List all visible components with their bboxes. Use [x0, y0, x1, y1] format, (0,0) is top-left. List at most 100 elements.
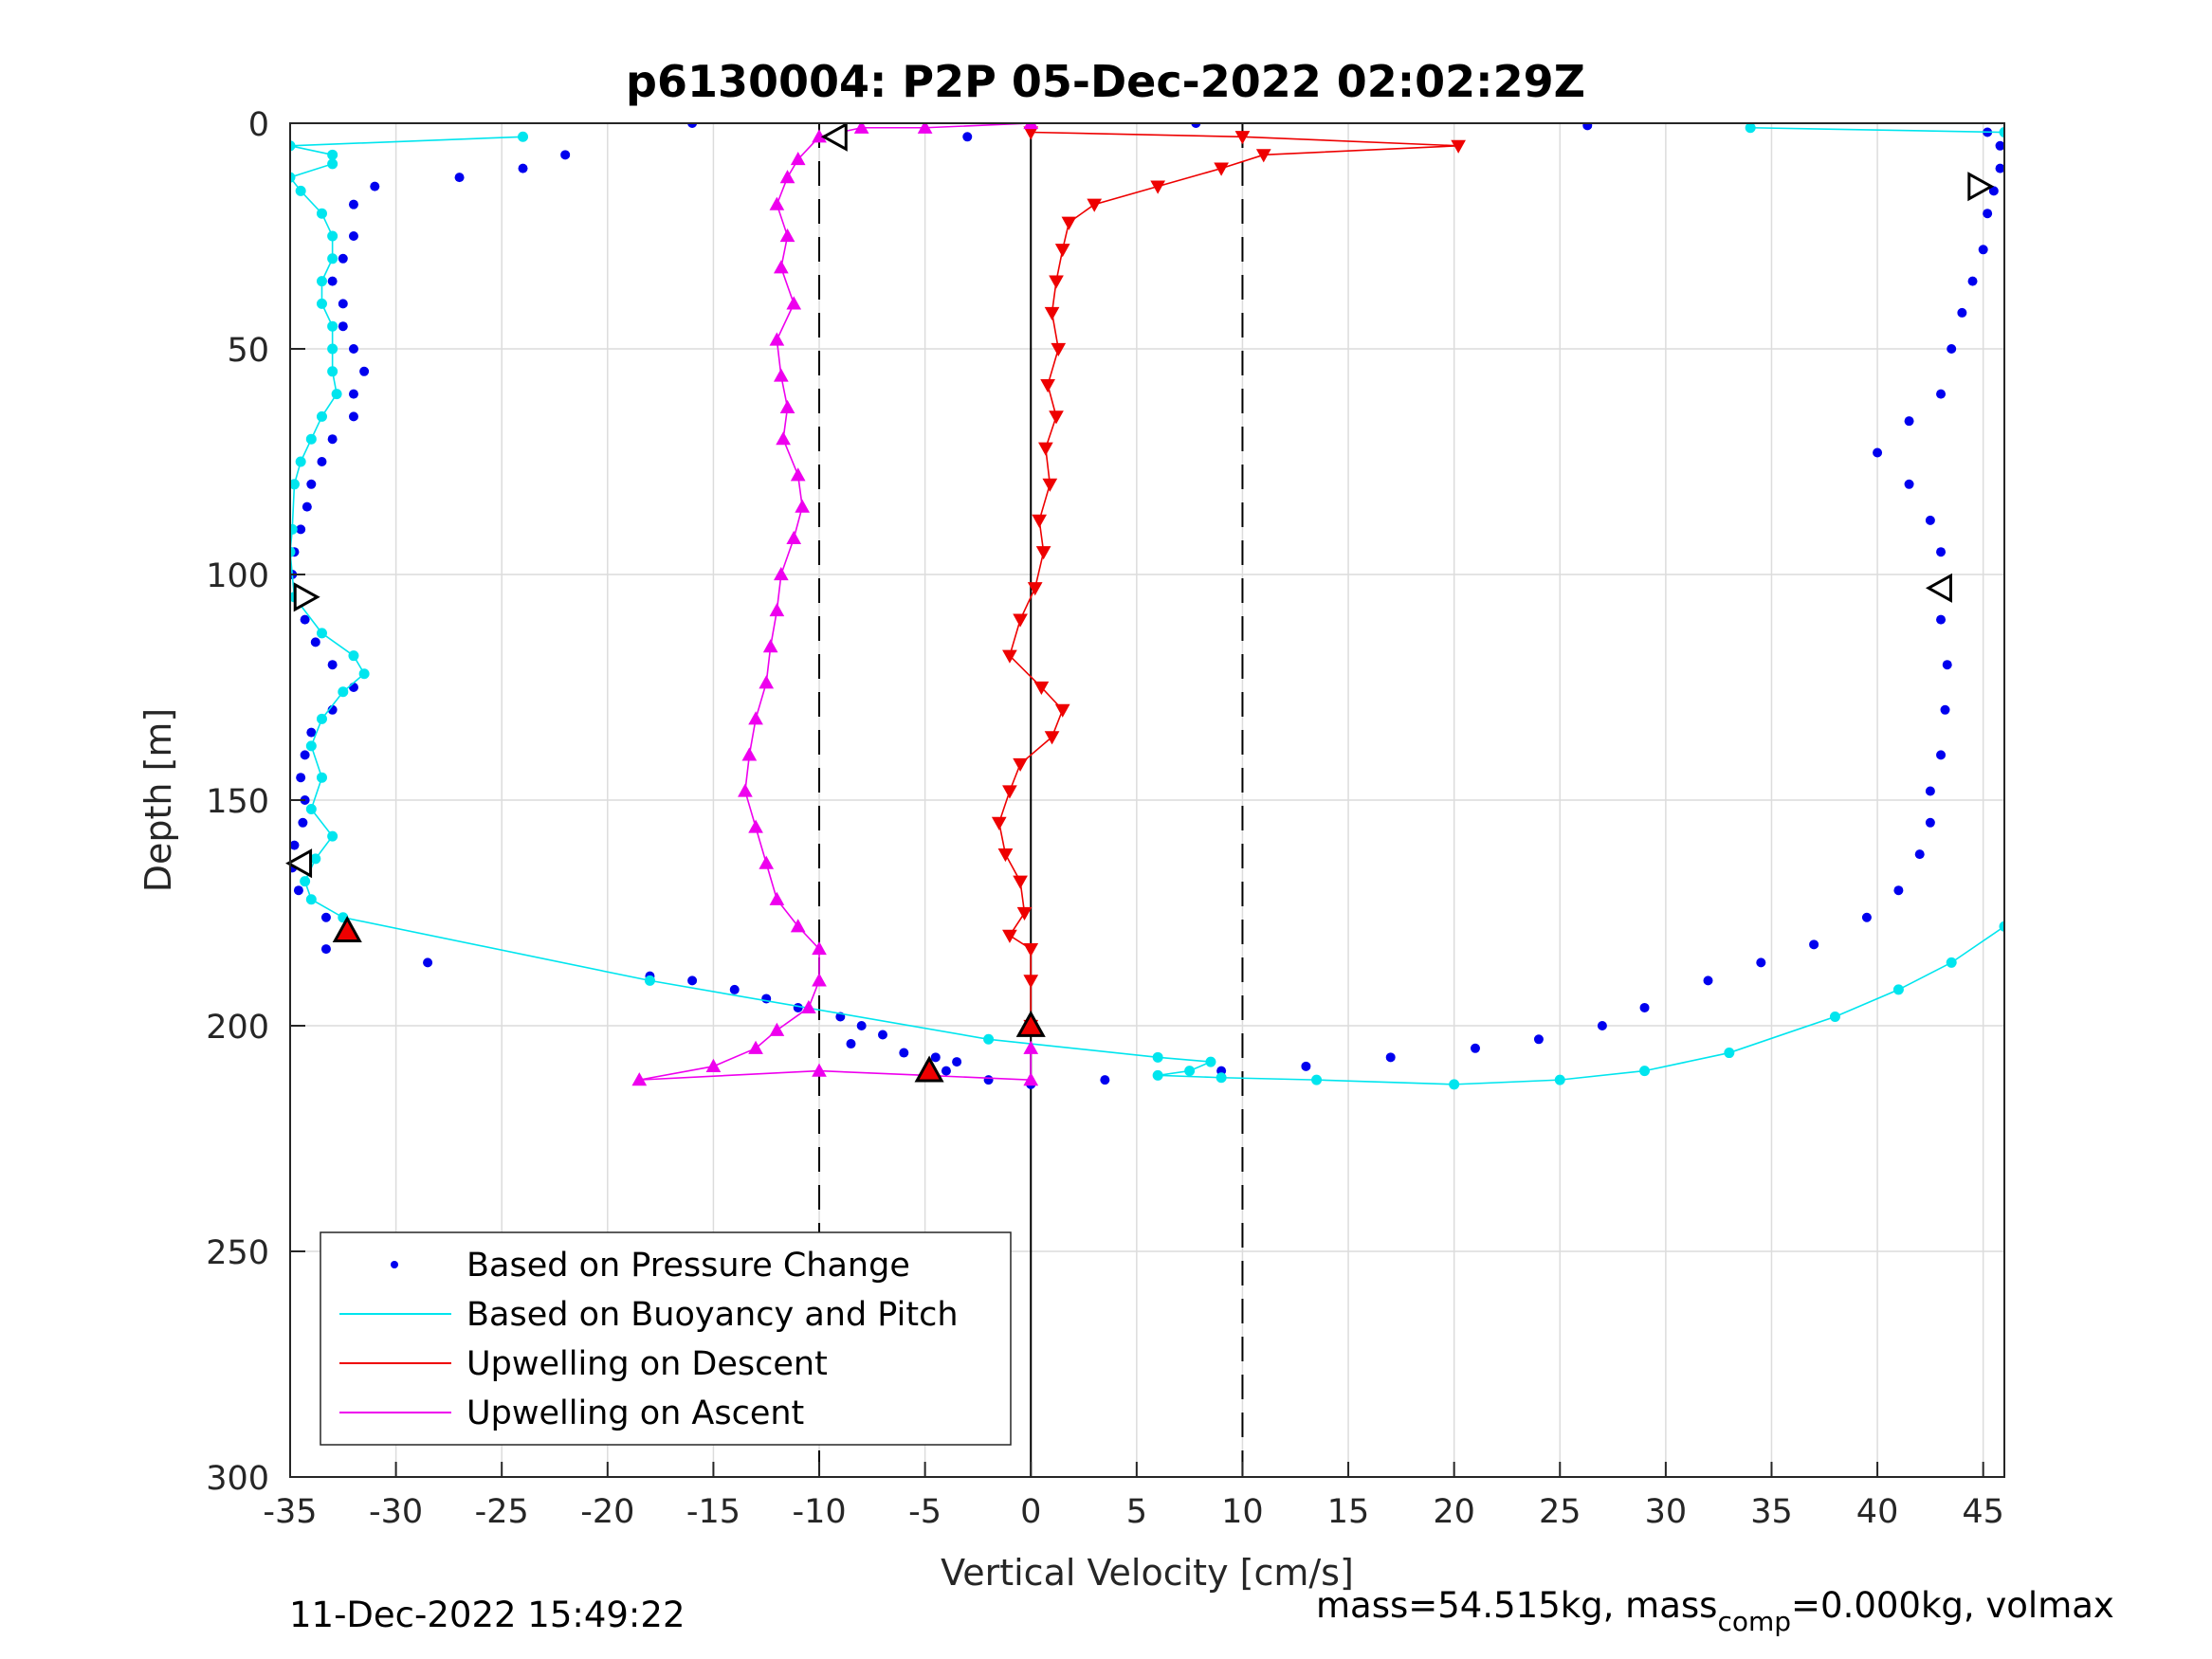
data-point	[348, 650, 359, 662]
data-point	[454, 173, 465, 183]
x-tick-label: 45	[1962, 1493, 2004, 1531]
data-point	[1947, 344, 1957, 354]
y-tick-label: 200	[206, 1009, 269, 1047]
data-point	[748, 819, 763, 833]
data-point	[296, 524, 306, 535]
data-point	[1152, 1069, 1163, 1081]
y-tick-label: 300	[206, 1460, 269, 1498]
data-point	[773, 260, 789, 274]
series-3	[631, 123, 1039, 1086]
y-tick-label: 0	[248, 106, 269, 144]
data-point	[1013, 613, 1028, 628]
footer-params-sub: comp	[1717, 1606, 1792, 1637]
data-point	[320, 912, 331, 922]
data-point	[1861, 912, 1872, 922]
x-tick-label: -15	[686, 1493, 740, 1531]
data-point	[1554, 1074, 1565, 1085]
data-point	[518, 131, 529, 142]
data-point	[741, 747, 758, 761]
data-point	[631, 1072, 648, 1086]
data-point	[338, 299, 348, 309]
data-point	[1829, 1011, 1840, 1022]
footer-timestamp: 11-Dec-2022 15:49:22	[289, 1595, 686, 1635]
data-point	[773, 368, 789, 382]
data-point	[1054, 703, 1070, 718]
data-point	[790, 919, 806, 933]
legend-swatch	[391, 1261, 398, 1268]
data-point	[983, 1033, 995, 1045]
reference-lines	[818, 123, 1244, 1477]
data-point	[302, 501, 312, 512]
legend: Based on Pressure Change Based on Buoyanc…	[320, 1231, 1012, 1446]
data-point	[305, 433, 317, 445]
data-point	[348, 231, 358, 241]
event-marker	[1015, 1010, 1046, 1037]
data-point	[1002, 929, 1017, 943]
data-point	[1925, 786, 1935, 796]
data-point	[856, 1021, 867, 1030]
data-point	[348, 411, 358, 422]
data-point	[316, 628, 327, 639]
data-point	[1988, 186, 1999, 196]
data-point	[300, 876, 311, 887]
data-point	[846, 1039, 856, 1049]
data-point	[997, 848, 1014, 863]
data-point	[1023, 975, 1039, 989]
x-tick-label: -30	[369, 1493, 423, 1531]
data-point	[1385, 1052, 1396, 1063]
data-point	[1999, 127, 2004, 138]
data-point	[348, 199, 358, 210]
data-point	[1038, 442, 1053, 456]
data-point	[1150, 180, 1166, 194]
data-point	[300, 750, 310, 760]
data-point	[1042, 478, 1058, 492]
data-point	[1184, 1066, 1196, 1077]
data-point	[1904, 479, 1914, 489]
data-point	[1892, 984, 1904, 995]
data-point	[316, 208, 327, 219]
data-point	[748, 711, 763, 725]
data-point	[1983, 209, 1993, 219]
x-axis-ticks: -35 -30 -25 -20 -15 -10 -5 0 5 10 15 20 25 30 35 40 45	[263, 1462, 2004, 1531]
data-point	[300, 614, 310, 625]
data-point	[1311, 1074, 1323, 1085]
data-point	[773, 566, 789, 581]
data-point	[769, 891, 785, 905]
data-point	[1051, 342, 1067, 357]
data-point	[305, 740, 317, 752]
data-point	[327, 149, 338, 160]
x-tick-label: -10	[792, 1493, 846, 1531]
data-point	[786, 296, 802, 310]
data-point	[327, 660, 338, 670]
data-point	[983, 1075, 994, 1085]
data-point	[729, 984, 740, 994]
data-point	[1597, 1021, 1607, 1030]
data-point	[370, 181, 380, 191]
data-point	[320, 944, 331, 955]
data-point	[1946, 957, 1957, 968]
data-point	[1995, 140, 2004, 151]
y-axis-ticks: 0 50 100 150 200 250 300	[206, 106, 305, 1498]
data-point	[1999, 921, 2004, 932]
data-point	[327, 158, 338, 170]
data-point	[310, 637, 320, 647]
data-point	[1023, 942, 1039, 957]
data-point	[1061, 216, 1077, 230]
data-point	[296, 773, 306, 783]
series-line	[290, 136, 2004, 1085]
legend-box	[320, 1231, 1012, 1446]
data-point	[790, 467, 806, 482]
data-point	[1936, 614, 1947, 625]
data-point	[793, 1002, 803, 1012]
event-marker	[293, 582, 320, 612]
data-point	[812, 1063, 827, 1077]
data-point	[1049, 275, 1064, 289]
data-point	[1936, 750, 1947, 760]
series-0	[290, 123, 2004, 1089]
data-point	[317, 457, 327, 466]
data-point	[1205, 1056, 1216, 1067]
data-point	[1449, 1079, 1460, 1090]
data-point	[1023, 1040, 1039, 1054]
data-point	[327, 320, 338, 332]
event-marker	[285, 848, 313, 879]
